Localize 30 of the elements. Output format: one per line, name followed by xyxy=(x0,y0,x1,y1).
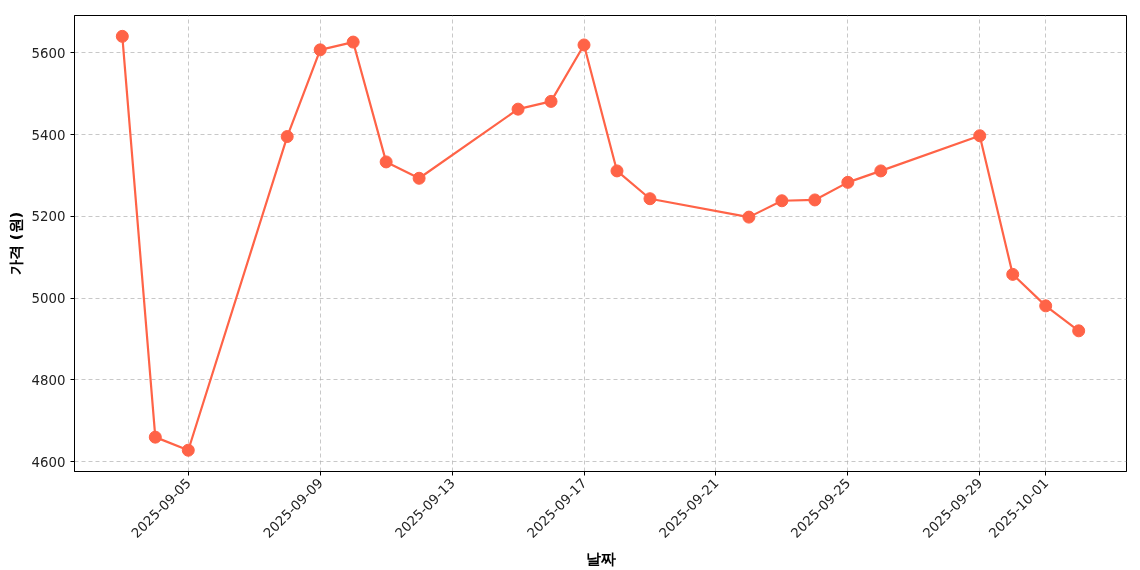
point xyxy=(346,35,360,49)
point xyxy=(775,194,789,208)
point xyxy=(511,102,525,116)
point xyxy=(1039,299,1053,313)
point xyxy=(742,210,756,224)
point xyxy=(313,43,327,57)
point xyxy=(280,130,294,144)
point xyxy=(148,430,162,444)
point xyxy=(841,175,855,189)
point xyxy=(181,443,195,457)
point xyxy=(544,94,558,108)
y-tick-label: 5000 xyxy=(31,291,66,307)
y-tick-label: 5200 xyxy=(31,209,66,225)
point xyxy=(1072,324,1086,338)
y-tick-label: 5600 xyxy=(31,45,66,61)
point xyxy=(808,193,822,207)
point xyxy=(1006,267,1020,281)
point xyxy=(973,129,987,143)
y-axis-title: 가격 (원) xyxy=(6,211,24,276)
point xyxy=(379,155,393,169)
point xyxy=(115,29,129,43)
x-axis-title: 날짜 xyxy=(585,550,616,568)
y-tick-label: 5400 xyxy=(31,127,66,143)
y-tick-label: 4800 xyxy=(31,372,66,388)
point xyxy=(643,192,657,206)
y-tick-label: 4600 xyxy=(31,454,66,470)
point xyxy=(874,164,888,178)
point xyxy=(610,164,624,178)
point xyxy=(412,171,426,185)
point xyxy=(577,38,591,52)
